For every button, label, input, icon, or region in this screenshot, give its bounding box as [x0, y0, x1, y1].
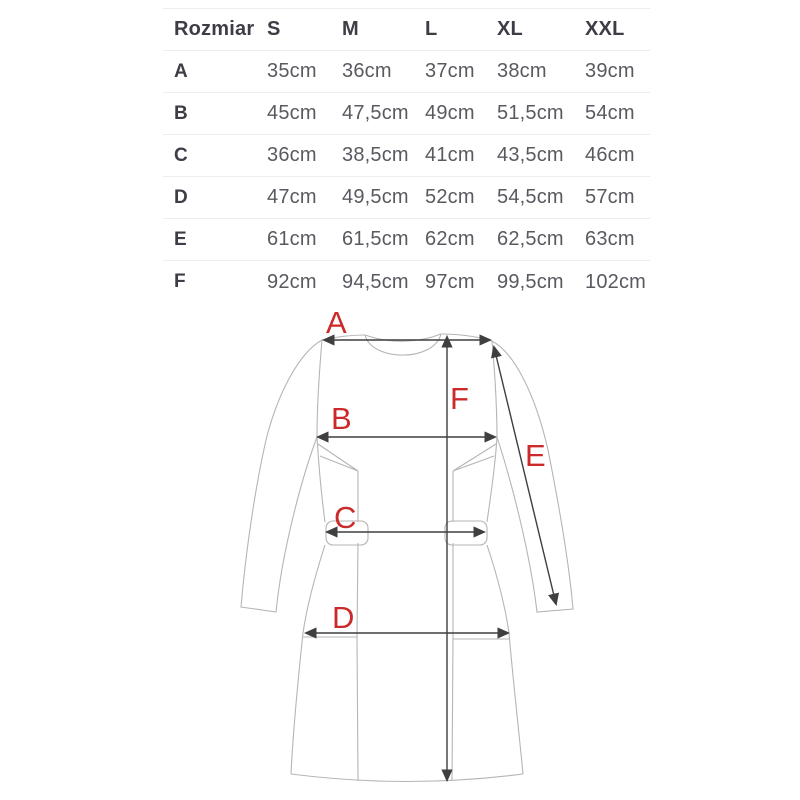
column-header-xl: XL [497, 18, 523, 40]
table-cell: 61,5cm [342, 228, 409, 250]
table-cell: 54,5cm [497, 186, 564, 208]
column-header-l: L [425, 18, 438, 40]
label-a: A [326, 305, 347, 340]
table-cell: 62cm [425, 228, 475, 250]
table-header-row: Rozmiar S M L XL XXL [163, 9, 650, 51]
column-header-xxl: XXL [585, 18, 625, 40]
table-cell: 43,5cm [497, 144, 564, 166]
table-cell: 39cm [585, 60, 635, 82]
table-cell: 54cm [585, 102, 635, 124]
table-cell: 47cm [267, 186, 317, 208]
dress-measurement-diagram: A B C D E F [240, 305, 574, 783]
size-table: Rozmiar S M L XL XXL A 35cm 36cm 37cm 38… [163, 8, 650, 303]
row-label: E [174, 228, 187, 250]
table-cell: 97cm [425, 270, 475, 293]
table-cell: 99,5cm [497, 270, 564, 293]
table-cell: 36cm [267, 144, 317, 166]
row-label: C [174, 144, 188, 166]
table-cell: 35cm [267, 60, 317, 82]
table-cell: 47,5cm [342, 102, 409, 124]
arrow-e-sleeve [491, 344, 559, 607]
table-cell: 41cm [425, 144, 475, 166]
table-cell: 92cm [267, 270, 317, 293]
table-row: C 36cm 38,5cm 41cm 43,5cm 46cm [163, 135, 650, 177]
table-cell: 94,5cm [342, 270, 409, 293]
table-row: E 61cm 61,5cm 62cm 62,5cm 63cm [163, 219, 650, 261]
table-cell: 36cm [342, 60, 392, 82]
table-cell: 61cm [267, 228, 317, 250]
table-cell: 102cm [585, 270, 647, 293]
label-f: F [450, 381, 469, 416]
table-row: B 45cm 47,5cm 49cm 51,5cm 54cm [163, 93, 650, 135]
row-label: B [174, 102, 188, 124]
table-cell: 38,5cm [342, 144, 409, 166]
table-row: A 35cm 36cm 37cm 38cm 39cm [163, 51, 650, 93]
table-cell: 37cm [425, 60, 475, 82]
table-cell: 49cm [425, 102, 475, 124]
measurement-labels: A B C D E F [326, 305, 546, 635]
row-label: D [174, 186, 188, 208]
table-cell: 52cm [425, 186, 475, 208]
table-cell: 49,5cm [342, 186, 409, 208]
column-header-s: S [267, 18, 281, 40]
table-cell: 57cm [585, 186, 635, 208]
label-c: C [334, 500, 356, 535]
label-e: E [525, 438, 546, 473]
table-cell: 51,5cm [497, 102, 564, 124]
table-cell: 62,5cm [497, 228, 564, 250]
row-label: F [174, 271, 186, 292]
label-d: D [332, 600, 354, 635]
table-cell: 63cm [585, 228, 635, 250]
table-cell: 46cm [585, 144, 635, 166]
table-cell: 45cm [267, 102, 317, 124]
table-row: D 47cm 49,5cm 52cm 54,5cm 57cm [163, 177, 650, 219]
row-label: A [174, 60, 188, 82]
table-cell: 38cm [497, 60, 547, 82]
column-header-rozmiar: Rozmiar [174, 18, 255, 40]
label-b: B [331, 401, 352, 436]
table-row: F 92cm 94,5cm 97cm 99,5cm 102cm [163, 261, 650, 303]
column-header-m: M [342, 18, 359, 40]
dress-outline [240, 333, 574, 783]
measurement-arrows [303, 334, 559, 783]
